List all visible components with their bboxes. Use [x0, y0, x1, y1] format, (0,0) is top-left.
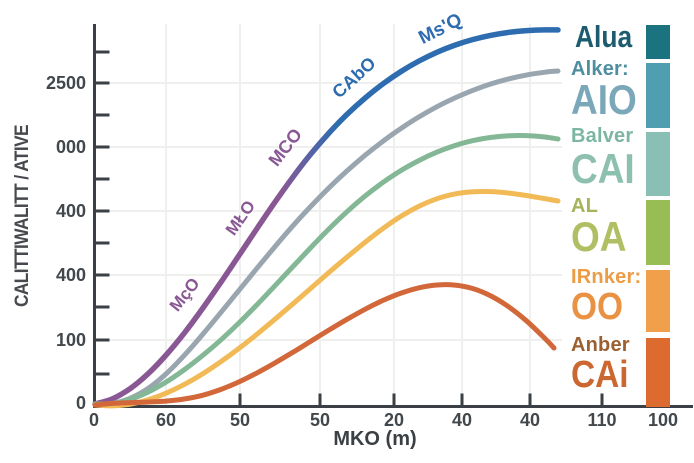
x-tick-label: 50 [230, 410, 250, 430]
top-curve-purple-to-blue [92, 27, 561, 407]
green-curve [92, 132, 561, 407]
x-tick-label: 110 [587, 410, 616, 430]
yellow-curve [92, 188, 561, 409]
x-axis-title: MKO (m) [333, 428, 416, 450]
x-tick-label: 40 [520, 410, 540, 430]
y-tick-label: 100 [56, 330, 86, 350]
gray-curve [92, 68, 561, 407]
y-tick-label: 2500 [46, 73, 86, 93]
curve-label: MçO [166, 274, 204, 315]
curves [92, 27, 561, 409]
x-tick-label: 40 [452, 410, 472, 430]
x-tick-label: 60 [156, 410, 176, 430]
y-tick-label: 400 [56, 201, 86, 221]
x-tick-label: 0 [89, 410, 99, 430]
x-tick-label: 20 [384, 410, 404, 430]
y-tick-label: 400 [56, 265, 86, 285]
y-tick-label: 000 [56, 137, 86, 157]
x-tick-label: 50 [310, 410, 330, 430]
y-tick-label: 0 [76, 393, 86, 413]
x-tick-label: 100 [648, 410, 678, 430]
gridlines [94, 24, 562, 407]
tick-labels: 2500 000 400 400 100 00 60 50 50 20 40 40 110 100 [46, 73, 678, 430]
orange-curve [92, 282, 557, 408]
y-axis-title: CALITTIWALITT / ATIVE [12, 125, 33, 307]
